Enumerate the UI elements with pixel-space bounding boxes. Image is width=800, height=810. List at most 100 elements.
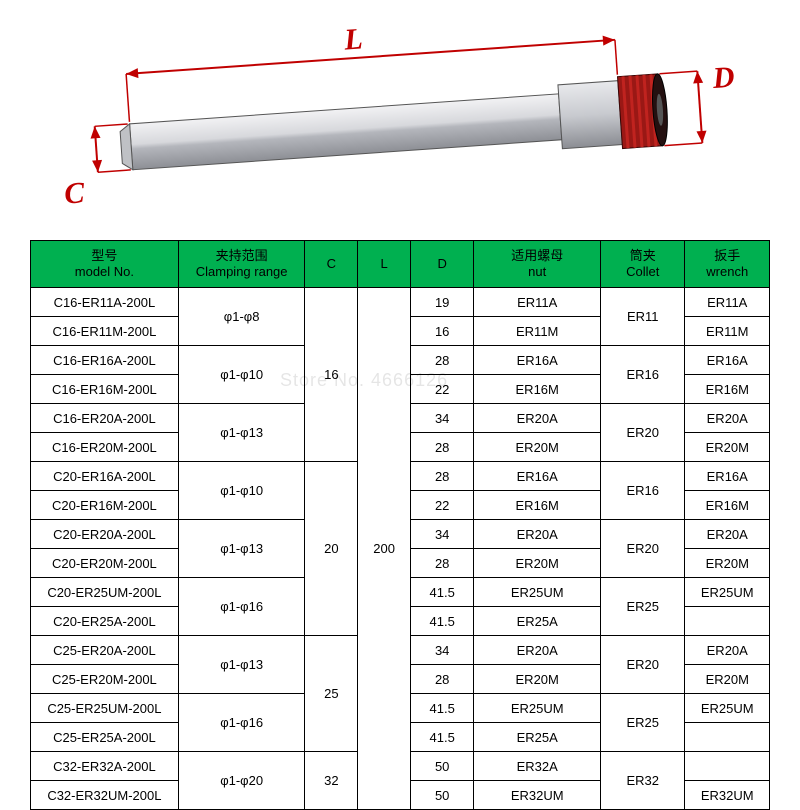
cell-wrench: ER16A (685, 462, 770, 491)
cell-model: C16-ER16A-200L (31, 346, 179, 375)
cell-model: C32-ER32UM-200L (31, 781, 179, 810)
cell-nut: ER32A (474, 752, 601, 781)
cell-nut: ER16M (474, 375, 601, 404)
cell-C: 25 (305, 636, 358, 752)
cell-C: 20 (305, 462, 358, 636)
cell-nut: ER20A (474, 404, 601, 433)
cell-wrench: ER16M (685, 491, 770, 520)
cell-wrench (685, 723, 770, 752)
cell-wrench: ER25UM (685, 578, 770, 607)
cell-D: 19 (411, 288, 474, 317)
cell-model: C32-ER32A-200L (31, 752, 179, 781)
cell-model: C20-ER25UM-200L (31, 578, 179, 607)
dim-label-L: L (342, 22, 364, 56)
cell-C: 16 (305, 288, 358, 462)
cell-wrench: ER20M (685, 665, 770, 694)
cell-D: 34 (411, 404, 474, 433)
cell-nut: ER11M (474, 317, 601, 346)
cell-collet: ER11 (601, 288, 685, 346)
cell-wrench: ER11M (685, 317, 770, 346)
cell-wrench: ER32UM (685, 781, 770, 810)
cell-D: 22 (411, 375, 474, 404)
cell-model: C16-ER16M-200L (31, 375, 179, 404)
cell-wrench: ER11A (685, 288, 770, 317)
cell-model: C16-ER11M-200L (31, 317, 179, 346)
cell-wrench: ER16A (685, 346, 770, 375)
cell-C: 32 (305, 752, 358, 810)
cell-L: 200 (358, 288, 411, 810)
cell-clamp: φ1-φ13 (178, 520, 305, 578)
cell-clamp: φ1-φ8 (178, 288, 305, 346)
cell-model: C20-ER20M-200L (31, 549, 179, 578)
cell-nut: ER25A (474, 723, 601, 752)
cell-wrench: ER25UM (685, 694, 770, 723)
cell-wrench: ER20A (685, 520, 770, 549)
spec-table: 型号model No.夹持范围Clamping rangeCLD适用螺母nut筒… (30, 240, 770, 810)
table-row: C16-ER11A-200Lφ1-φ81620019ER11AER11ER11A (31, 288, 770, 317)
cell-model: C16-ER20A-200L (31, 404, 179, 433)
cell-clamp: φ1-φ13 (178, 404, 305, 462)
cell-nut: ER20M (474, 433, 601, 462)
cell-D: 34 (411, 636, 474, 665)
cell-D: 41.5 (411, 723, 474, 752)
cell-nut: ER25A (474, 607, 601, 636)
cell-clamp: φ1-φ16 (178, 578, 305, 636)
cell-collet: ER20 (601, 636, 685, 694)
cell-nut: ER32UM (474, 781, 601, 810)
cell-clamp: φ1-φ13 (178, 636, 305, 694)
cell-nut: ER11A (474, 288, 601, 317)
dim-label-D: D (711, 61, 736, 96)
col-header: 适用螺母nut (474, 241, 601, 288)
cell-collet: ER20 (601, 520, 685, 578)
cell-D: 28 (411, 433, 474, 462)
col-header: L (358, 241, 411, 288)
cell-model: C20-ER16A-200L (31, 462, 179, 491)
cell-D: 41.5 (411, 607, 474, 636)
cell-model: C25-ER20M-200L (31, 665, 179, 694)
cell-D: 50 (411, 752, 474, 781)
cell-model: C25-ER20A-200L (31, 636, 179, 665)
cell-D: 41.5 (411, 694, 474, 723)
cell-collet: ER16 (601, 346, 685, 404)
cell-collet: ER32 (601, 752, 685, 810)
cell-D: 28 (411, 462, 474, 491)
col-header: D (411, 241, 474, 288)
col-header: 扳手wrench (685, 241, 770, 288)
cell-D: 50 (411, 781, 474, 810)
col-header: 夹持范围Clamping range (178, 241, 305, 288)
cell-D: 28 (411, 549, 474, 578)
cell-model: C20-ER20A-200L (31, 520, 179, 549)
cell-nut: ER16A (474, 346, 601, 375)
cell-wrench: ER20M (685, 549, 770, 578)
cell-model: C16-ER11A-200L (31, 288, 179, 317)
cell-D: 28 (411, 346, 474, 375)
cell-model: C20-ER25A-200L (31, 607, 179, 636)
cell-D: 41.5 (411, 578, 474, 607)
cell-wrench: ER20A (685, 636, 770, 665)
cell-D: 22 (411, 491, 474, 520)
col-header: 型号model No. (31, 241, 179, 288)
cell-wrench: ER20A (685, 404, 770, 433)
col-header: 筒夹Collet (601, 241, 685, 288)
col-header: C (305, 241, 358, 288)
cell-model: C25-ER25UM-200L (31, 694, 179, 723)
cell-clamp: φ1-φ20 (178, 752, 305, 810)
cell-D: 28 (411, 665, 474, 694)
cell-model: C20-ER16M-200L (31, 491, 179, 520)
cell-collet: ER25 (601, 694, 685, 752)
cell-clamp: φ1-φ16 (178, 694, 305, 752)
cell-nut: ER20M (474, 549, 601, 578)
cell-nut: ER25UM (474, 694, 601, 723)
cell-clamp: φ1-φ10 (178, 462, 305, 520)
cell-nut: ER20M (474, 665, 601, 694)
cell-model: C16-ER20M-200L (31, 433, 179, 462)
cell-wrench (685, 752, 770, 781)
cell-nut: ER16M (474, 491, 601, 520)
cell-model: C25-ER25A-200L (31, 723, 179, 752)
cell-collet: ER25 (601, 578, 685, 636)
cell-nut: ER16A (474, 462, 601, 491)
cell-nut: ER20A (474, 520, 601, 549)
dim-label-C: C (63, 176, 86, 210)
cell-collet: ER16 (601, 462, 685, 520)
cell-wrench: ER20M (685, 433, 770, 462)
